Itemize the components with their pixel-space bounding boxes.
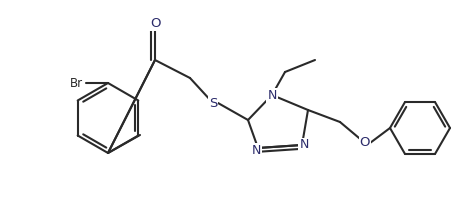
Text: N: N xyxy=(267,89,277,102)
Text: N: N xyxy=(299,138,309,151)
Text: Br: Br xyxy=(70,76,83,89)
Text: O: O xyxy=(150,16,160,30)
Text: S: S xyxy=(209,96,217,109)
Text: O: O xyxy=(360,136,370,149)
Text: N: N xyxy=(251,144,261,156)
